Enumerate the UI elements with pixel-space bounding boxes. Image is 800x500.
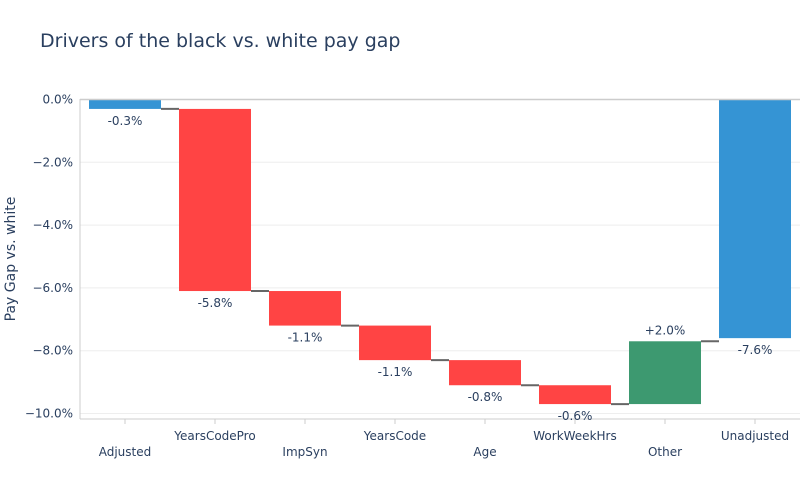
bar-yearscodepro: [179, 108, 251, 292]
data-label: -1.1%: [378, 365, 413, 379]
data-label: -5.8%: [198, 296, 233, 310]
x-tick-label: Other: [648, 445, 682, 459]
bar-other: [629, 341, 701, 405]
data-label: -7.6%: [738, 343, 773, 357]
y-tick-label: −4.0%: [32, 218, 73, 232]
y-axis-title: Pay Gap vs. white: [3, 197, 19, 322]
x-tick-label: WorkWeekHrs: [533, 429, 616, 443]
data-label: -0.3%: [108, 114, 143, 128]
data-labels: -0.3% -5.8% -1.1% -1.1% -0.8% -0.6% +2.0% -7.6%: [108, 114, 773, 423]
bar-workweekhrs: [539, 385, 611, 405]
x-tick-label: Adjusted: [99, 445, 152, 459]
data-label: -1.1%: [288, 331, 323, 345]
axes: 0.0% −2.0% −4.0% −6.0% −8.0% −10.0% Adjusted Ye…: [25, 93, 800, 459]
y-tick-label: −8.0%: [32, 344, 73, 358]
connector-lines: [161, 107, 719, 406]
bar-age: [449, 360, 521, 386]
chart-title: Drivers of the black vs. white pay gap: [40, 30, 401, 52]
x-tick-label: Age: [473, 445, 496, 459]
bar-adjusted: [89, 99, 161, 109]
y-tick-label: −10.0%: [25, 407, 73, 421]
y-tick-label: −2.0%: [32, 155, 73, 169]
x-tick-label: Unadjusted: [721, 429, 789, 443]
data-label: -0.6%: [558, 409, 593, 423]
x-tick-label: YearsCodePro: [173, 429, 255, 443]
data-label: -0.8%: [468, 390, 503, 404]
y-tick-label: 0.0%: [43, 93, 74, 107]
bars: [89, 99, 791, 405]
data-label: +2.0%: [645, 323, 686, 337]
bar-yearscode: [359, 325, 431, 361]
x-tick-label: YearsCode: [363, 429, 426, 443]
y-tick-label: −6.0%: [32, 281, 73, 295]
x-tick-label: ImpSyn: [282, 445, 327, 459]
bar-unadjusted: [719, 99, 791, 339]
bar-impsyn: [269, 291, 341, 326]
